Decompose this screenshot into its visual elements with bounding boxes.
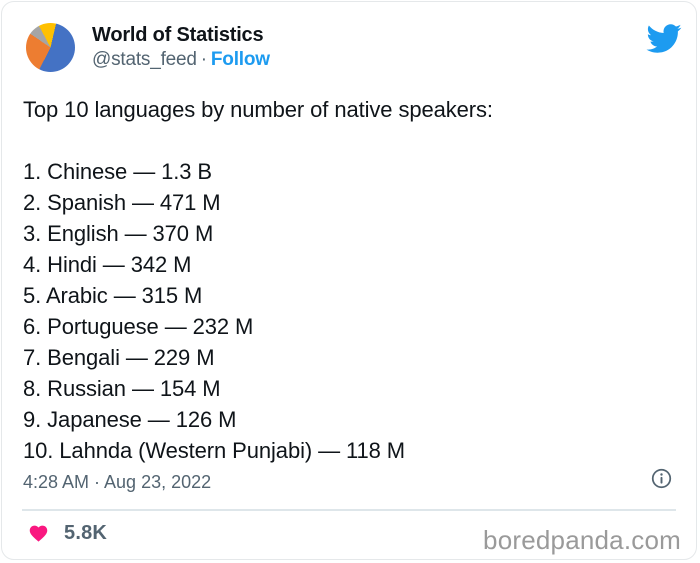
tweet-text: Top 10 languages by number of native spe… — [23, 94, 680, 466]
tweet-text-line: 8. Russian — 154 M — [23, 376, 221, 401]
tweet-text-line: 1. Chinese — 1.3 B — [23, 159, 212, 184]
info-circle-icon[interactable] — [651, 468, 672, 489]
tweet-text-line: 10. Lahnda (Western Punjabi) — 118 M — [23, 438, 406, 463]
tweet-text-line: 3. English — 370 M — [23, 221, 214, 246]
user-handle[interactable]: @stats_feed — [92, 49, 197, 70]
divider — [22, 509, 676, 511]
tweet-text-line: 4. Hindi — 342 M — [23, 252, 192, 277]
follow-button[interactable]: Follow — [210, 49, 270, 70]
tweet-intro: Top 10 languages by number of native spe… — [23, 97, 493, 122]
like-button[interactable]: 5.8K — [28, 522, 107, 545]
like-count: 5.8K — [64, 522, 108, 544]
tweet-text-line: 6. Portuguese — 232 M — [23, 314, 254, 339]
handle-row: @stats_feed · Follow — [92, 49, 270, 71]
watermark: boredpanda.com — [483, 525, 681, 555]
heart-icon — [29, 525, 48, 542]
tweet-text-line: 5. Arabic — 315 M — [23, 283, 203, 308]
tweet-text-line: 2. Spanish — 471 M — [23, 190, 221, 215]
display-name[interactable]: World of Statistics — [92, 24, 264, 46]
twitter-bird-icon[interactable] — [645, 20, 682, 57]
tweet-text-line: 7. Bengali — 229 M — [23, 345, 215, 370]
blank-line — [23, 125, 680, 156]
timestamp[interactable]: 4:28 AM · Aug 23, 2022 — [23, 472, 212, 492]
tweet-text-line: 9. Japanese — 126 M — [23, 407, 237, 432]
dot-separator: · — [200, 49, 207, 70]
pie-chart-avatar[interactable] — [26, 23, 75, 72]
